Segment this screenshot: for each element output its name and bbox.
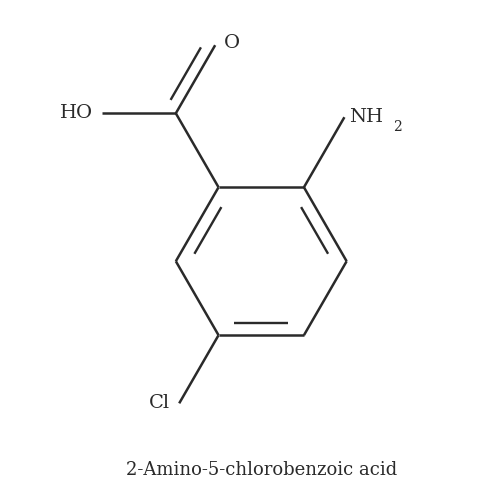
Text: 2: 2 [392, 120, 402, 134]
Text: O: O [224, 34, 240, 52]
Text: Cl: Cl [149, 394, 170, 412]
Text: 2-Amino-5-chlorobenzoic acid: 2-Amino-5-chlorobenzoic acid [126, 462, 397, 479]
Text: NH: NH [349, 108, 383, 126]
Text: HO: HO [60, 104, 92, 122]
